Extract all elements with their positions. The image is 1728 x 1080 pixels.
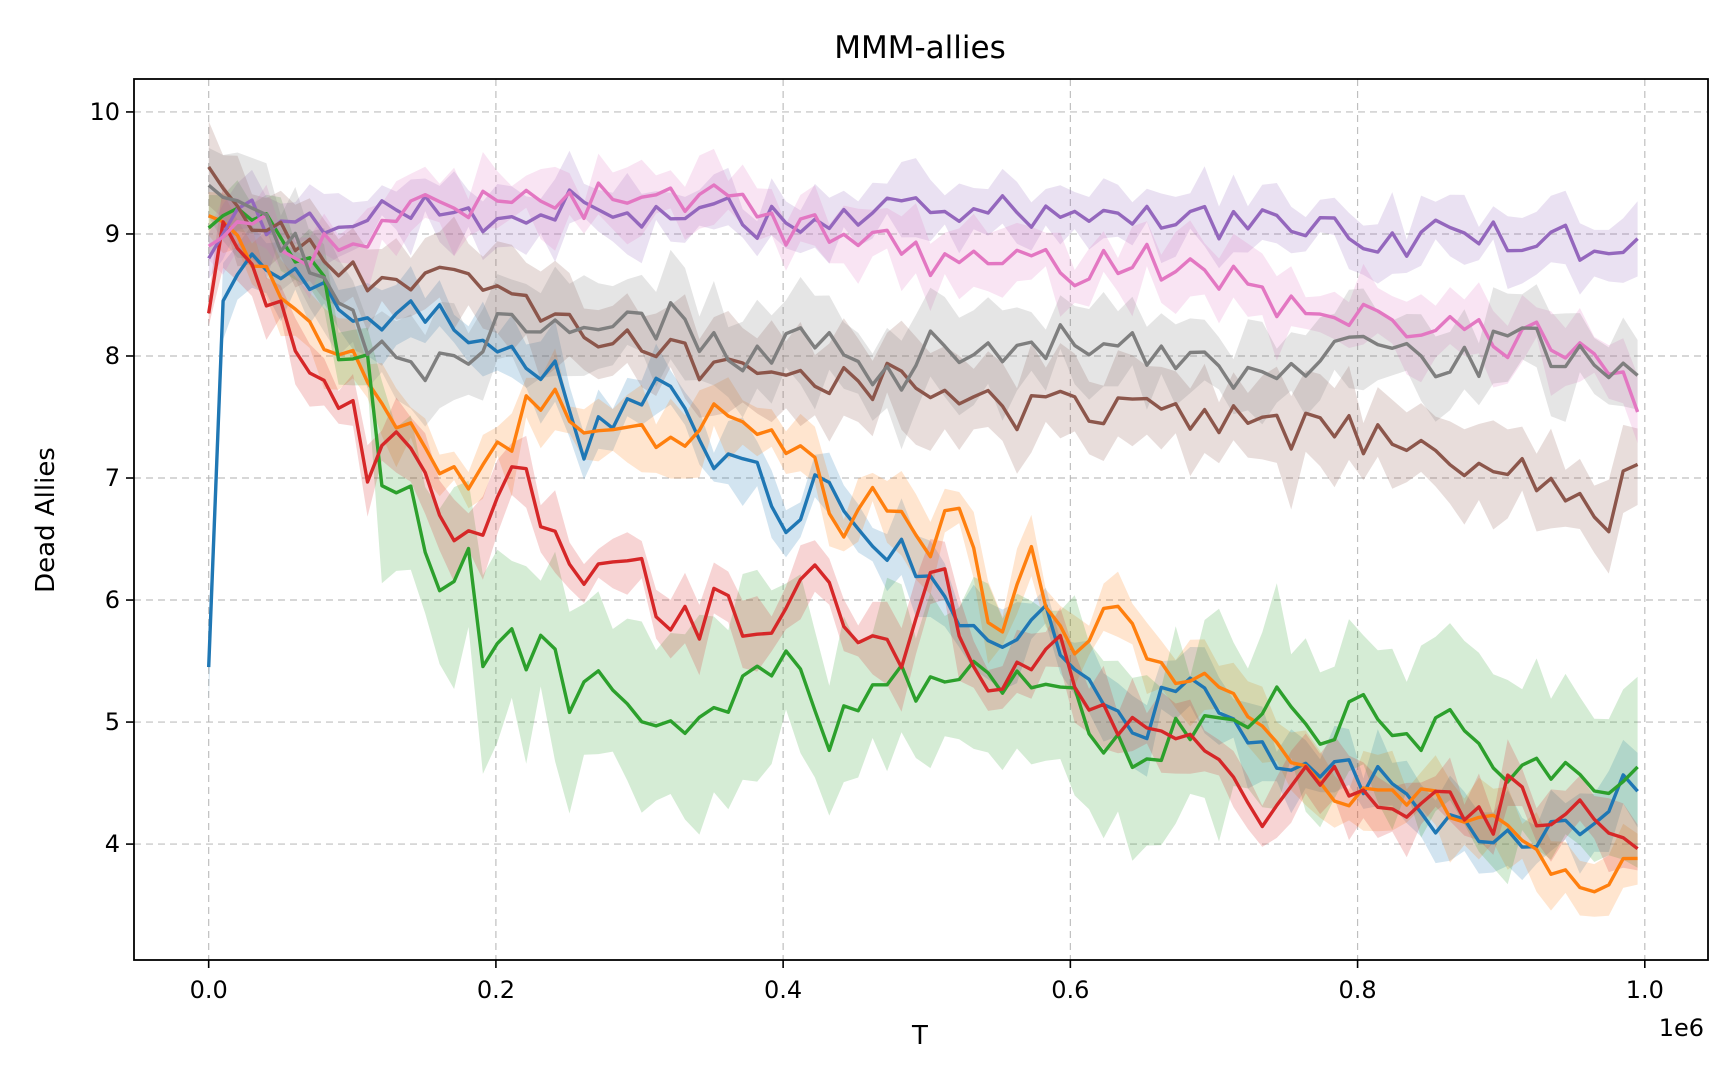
- axis-ticks: 0.0 0.2 0.4 0.6 0.8 1.0 4 5 6 7 8 9 10: [89, 98, 1663, 1004]
- series-line: [207, 188, 1639, 262]
- y-tick-label: 10: [89, 98, 120, 126]
- x-axis-offset-label: 1e6: [1659, 1014, 1704, 1042]
- y-tick-label: 6: [105, 586, 120, 614]
- confidence-band: [208, 192, 1638, 917]
- series-line: [207, 181, 1640, 413]
- y-tick-label: 9: [105, 220, 120, 248]
- confidence-band: [208, 225, 1638, 881]
- y-tick-label: 8: [105, 342, 120, 370]
- series-line: [207, 183, 1639, 392]
- series-line: [207, 206, 1639, 796]
- y-tick-label: 5: [105, 708, 120, 736]
- series-line: [208, 214, 1638, 894]
- confidence-band: [208, 148, 1638, 444]
- series-lines: [207, 165, 1640, 894]
- x-tick-label: 0.0: [190, 976, 228, 1004]
- x-tick-label: 0.6: [1051, 976, 1089, 1004]
- x-tick-label: 0.8: [1338, 976, 1376, 1004]
- confidence-band: [208, 180, 1638, 885]
- series-line: [207, 220, 1639, 851]
- y-tick-label: 7: [105, 464, 120, 492]
- x-tick-label: 0.2: [477, 976, 515, 1004]
- series-line: [207, 252, 1639, 849]
- x-axis-title: T: [911, 1021, 928, 1051]
- confidence-band: [208, 183, 1638, 873]
- x-tick-label: 1.0: [1626, 976, 1664, 1004]
- y-tick-label: 4: [105, 830, 120, 858]
- y-axis-title: Dead Allies: [31, 447, 61, 593]
- x-tick-label: 0.4: [764, 976, 802, 1004]
- series-line: [207, 165, 1639, 534]
- plot-frame: [133, 78, 1709, 961]
- confidence-band: [208, 150, 1638, 295]
- chart-title: MMM-allies: [834, 30, 1005, 66]
